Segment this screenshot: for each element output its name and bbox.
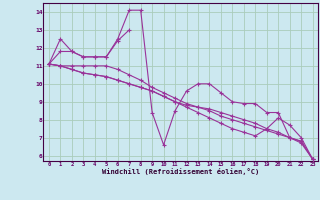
- X-axis label: Windchill (Refroidissement éolien,°C): Windchill (Refroidissement éolien,°C): [102, 168, 260, 175]
